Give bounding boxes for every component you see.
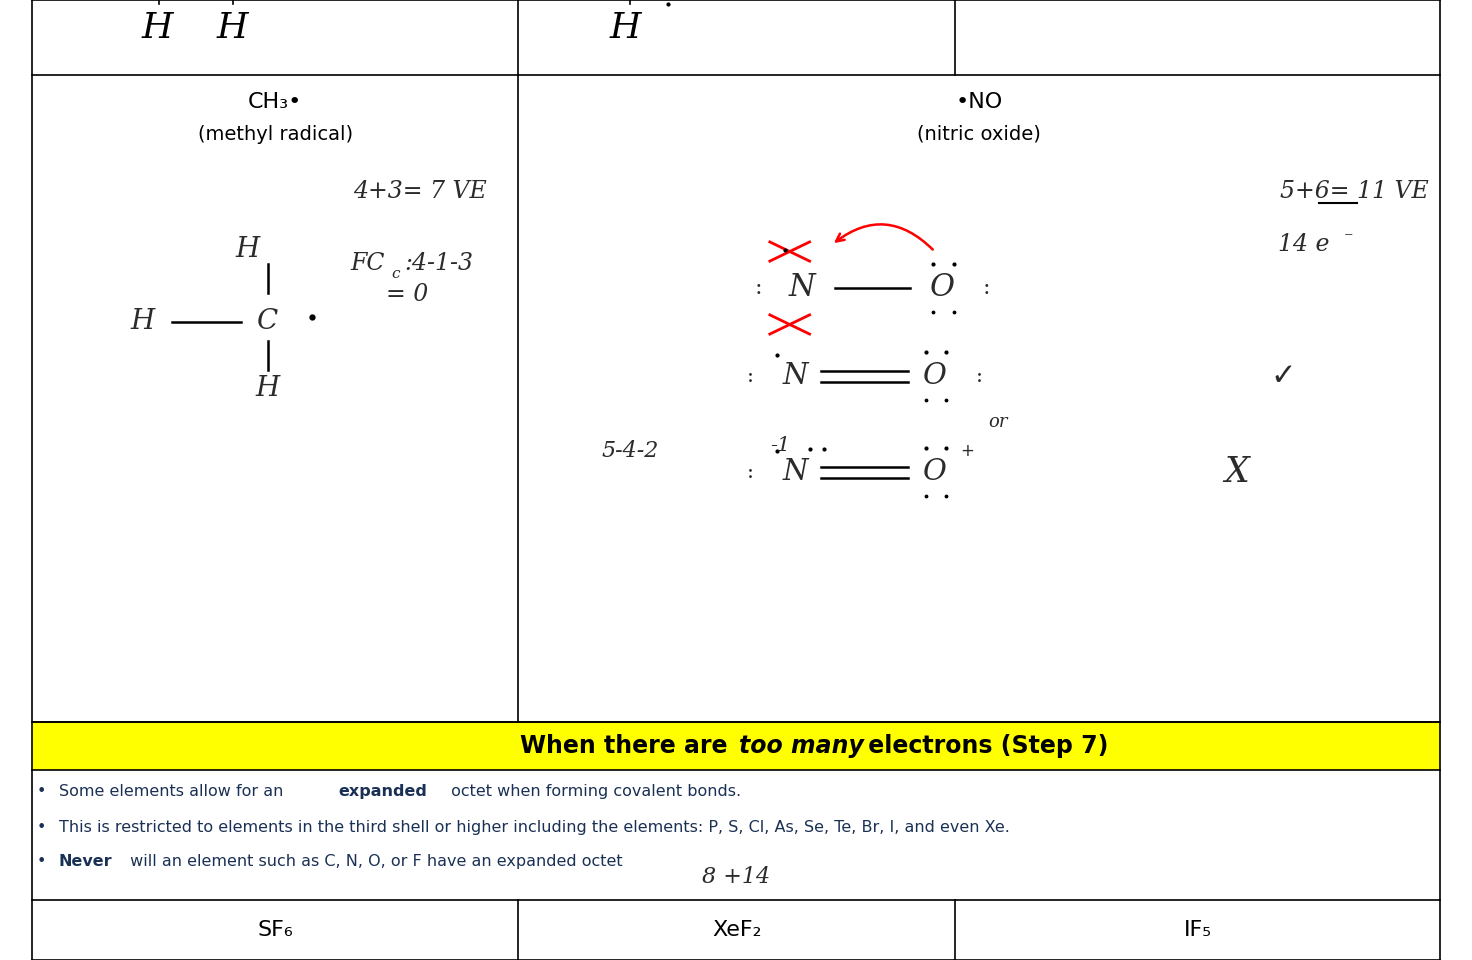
- Text: CH₃•: CH₃•: [249, 92, 302, 112]
- Text: too many: too many: [739, 733, 864, 758]
- Text: O: O: [923, 458, 946, 487]
- Text: This is restricted to elements in the third shell or higher including the elemen: This is restricted to elements in the th…: [59, 820, 1010, 835]
- Text: O: O: [923, 362, 946, 391]
- Text: H: H: [141, 11, 174, 45]
- Bar: [32, 722, 1440, 770]
- Text: :: :: [748, 367, 754, 386]
- Text: IF₅: IF₅: [1183, 921, 1211, 940]
- FancyArrowPatch shape: [836, 225, 933, 250]
- Text: 4+3= 7 VE: 4+3= 7 VE: [353, 180, 486, 204]
- Text: H: H: [216, 11, 249, 45]
- Text: C: C: [258, 308, 278, 335]
- Text: N: N: [789, 273, 815, 303]
- Text: 5-4-2: 5-4-2: [602, 441, 658, 462]
- Text: 14 e: 14 e: [1279, 233, 1329, 256]
- Text: When there are: When there are: [520, 733, 736, 758]
- Text: electrons (Step 7): electrons (Step 7): [860, 733, 1108, 758]
- Text: or: or: [988, 414, 1008, 431]
- Text: :4-1-3: :4-1-3: [405, 252, 474, 276]
- Text: c: c: [392, 267, 400, 280]
- Text: •: •: [37, 853, 46, 869]
- Text: H: H: [131, 308, 155, 335]
- Text: O: O: [930, 273, 954, 303]
- Text: N: N: [782, 362, 808, 391]
- Text: Never: Never: [59, 853, 112, 869]
- Text: (nitric oxide): (nitric oxide): [917, 125, 1041, 144]
- Text: SF₆: SF₆: [258, 921, 293, 940]
- Text: X: X: [1225, 455, 1248, 490]
- Text: XeF₂: XeF₂: [712, 921, 761, 940]
- Text: :: :: [754, 277, 762, 299]
- Text: 5+6= 11 VE: 5+6= 11 VE: [1279, 180, 1429, 204]
- Text: FC: FC: [350, 252, 384, 276]
- Text: = 0: = 0: [386, 283, 428, 306]
- Text: •NO: •NO: [955, 92, 1002, 112]
- Text: H: H: [609, 11, 642, 45]
- Text: +: +: [960, 443, 974, 460]
- Text: ⁻: ⁻: [1344, 230, 1353, 248]
- Text: -1: -1: [770, 436, 790, 455]
- Text: 8 +14: 8 +14: [702, 866, 770, 888]
- Text: ✓: ✓: [1270, 362, 1297, 391]
- Text: :: :: [976, 367, 982, 386]
- Text: •: •: [37, 783, 46, 799]
- Text: N: N: [782, 458, 808, 487]
- Text: •: •: [37, 820, 46, 835]
- Text: octet when forming covalent bonds.: octet when forming covalent bonds.: [446, 783, 740, 799]
- Text: H: H: [256, 375, 280, 402]
- Text: :: :: [982, 277, 991, 299]
- Text: Some elements allow for an: Some elements allow for an: [59, 783, 289, 799]
- Text: H: H: [236, 236, 259, 263]
- Text: :: :: [748, 463, 754, 482]
- Text: (methyl radical): (methyl radical): [197, 125, 353, 144]
- Text: will an element such as C, N, O, or F have an expanded octet: will an element such as C, N, O, or F ha…: [125, 853, 623, 869]
- Text: expanded: expanded: [339, 783, 427, 799]
